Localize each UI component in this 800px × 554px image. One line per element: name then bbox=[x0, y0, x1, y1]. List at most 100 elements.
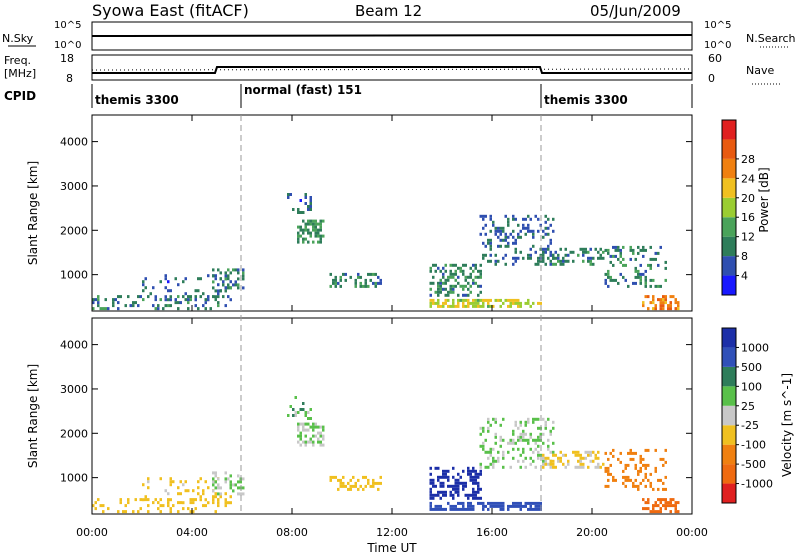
data-cell bbox=[637, 487, 640, 491]
data-cell bbox=[307, 222, 310, 226]
data-cell bbox=[92, 307, 95, 311]
data-cell bbox=[549, 238, 552, 242]
data-cell bbox=[587, 453, 590, 457]
data-cell bbox=[487, 298, 490, 302]
data-cell bbox=[597, 465, 600, 469]
data-cell bbox=[224, 501, 227, 505]
noise-tick-low-left: 10^0 bbox=[54, 40, 81, 51]
data-cell bbox=[477, 301, 480, 305]
data-cell bbox=[639, 275, 642, 279]
data-cell bbox=[647, 498, 650, 502]
data-cell bbox=[469, 501, 472, 505]
data-cell bbox=[502, 256, 505, 260]
data-cell bbox=[439, 484, 442, 488]
data-cell bbox=[159, 510, 162, 514]
data-cell bbox=[219, 277, 222, 281]
data-cell bbox=[472, 490, 475, 494]
data-cell bbox=[604, 272, 607, 276]
data-cell bbox=[479, 284, 482, 288]
data-cell bbox=[319, 440, 322, 444]
data-cell bbox=[357, 478, 360, 482]
data-cell bbox=[667, 307, 670, 311]
data-cell bbox=[467, 493, 470, 497]
data-cell bbox=[527, 229, 530, 233]
data-cell bbox=[172, 480, 175, 484]
data-cell bbox=[214, 471, 217, 475]
data-cell bbox=[352, 484, 355, 488]
data-cell bbox=[442, 469, 445, 473]
data-cell bbox=[507, 507, 510, 511]
data-cell bbox=[312, 228, 315, 232]
data-cell bbox=[429, 298, 432, 302]
data-cell bbox=[304, 222, 307, 226]
data-cell bbox=[432, 263, 435, 267]
data-cell bbox=[657, 498, 660, 502]
data-cell bbox=[542, 253, 545, 257]
data-cell bbox=[499, 298, 502, 302]
data-cell bbox=[437, 478, 440, 482]
data-cell bbox=[134, 498, 137, 502]
data-cell bbox=[594, 456, 597, 460]
data-cell bbox=[494, 226, 497, 230]
data-cell bbox=[544, 459, 547, 463]
data-cell bbox=[499, 444, 502, 448]
data-cell bbox=[239, 492, 242, 496]
data-cell bbox=[452, 475, 455, 479]
data-cell bbox=[462, 287, 465, 291]
data-cell bbox=[174, 301, 177, 305]
data-cell bbox=[314, 219, 317, 223]
data-cell bbox=[577, 465, 580, 469]
data-cell bbox=[499, 435, 502, 439]
data-cell bbox=[319, 425, 322, 429]
data-cell bbox=[522, 223, 525, 227]
colorbar-swatch bbox=[722, 256, 736, 276]
data-cell bbox=[524, 301, 527, 305]
power-data-cells bbox=[92, 193, 680, 311]
data-cell bbox=[217, 486, 220, 490]
data-cell bbox=[657, 510, 660, 514]
data-cell bbox=[489, 462, 492, 466]
data-cell bbox=[512, 301, 515, 305]
data-cell bbox=[647, 307, 650, 311]
data-cell bbox=[677, 307, 680, 311]
data-cell bbox=[557, 459, 560, 463]
data-cell bbox=[454, 272, 457, 276]
data-cell bbox=[512, 438, 515, 442]
data-cell bbox=[224, 286, 227, 290]
data-cell bbox=[527, 256, 530, 260]
data-cell bbox=[197, 486, 200, 490]
data-cell bbox=[309, 222, 312, 226]
data-cell bbox=[219, 486, 222, 490]
data-cell bbox=[629, 245, 632, 249]
data-cell bbox=[477, 481, 480, 485]
data-cell bbox=[519, 301, 522, 305]
data-cell bbox=[329, 478, 332, 482]
data-cell bbox=[92, 504, 95, 508]
data-cell bbox=[457, 275, 460, 279]
data-cell bbox=[214, 274, 217, 278]
data-cell bbox=[442, 275, 445, 279]
data-cell bbox=[477, 490, 480, 494]
data-cell bbox=[232, 483, 235, 487]
data-cell bbox=[304, 193, 307, 196]
data-cell bbox=[627, 451, 630, 455]
data-cell bbox=[312, 425, 315, 429]
data-cell bbox=[652, 301, 655, 305]
data-cell bbox=[467, 469, 470, 473]
data-cell bbox=[557, 253, 560, 257]
data-cell bbox=[212, 274, 215, 278]
data-cell bbox=[567, 253, 570, 257]
data-cell bbox=[432, 496, 435, 500]
data-cell bbox=[227, 477, 230, 481]
data-cell bbox=[492, 456, 495, 460]
data-cell bbox=[449, 284, 452, 288]
data-cell bbox=[662, 481, 665, 485]
data-cell bbox=[609, 275, 612, 279]
data-cell bbox=[579, 247, 582, 251]
data-cell bbox=[322, 234, 325, 238]
data-cell bbox=[242, 486, 245, 490]
data-cell bbox=[497, 298, 500, 302]
data-cell bbox=[144, 277, 147, 281]
data-cell bbox=[212, 471, 215, 475]
